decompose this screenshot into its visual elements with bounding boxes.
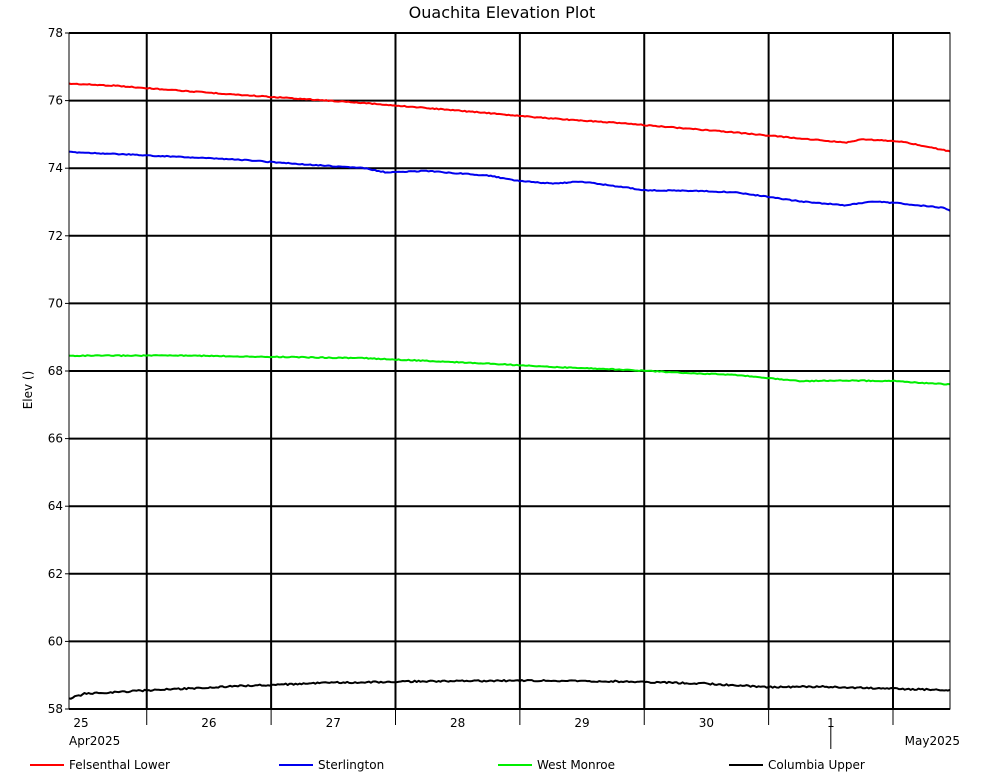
x-tick-label: 1 [827,716,835,730]
y-tick-label: 64 [48,499,63,513]
y-tick-label: 74 [48,161,63,175]
legend: Felsenthal Lower Sterlington West Monroe Co… [30,758,865,772]
x-tick-label: 30 [699,716,714,730]
legend-label: Sterlington [318,758,384,772]
legend-label: Columbia Upper [768,758,865,772]
y-tick-label: 66 [48,432,63,446]
y-axis-label: Elev () [21,371,35,410]
month-label: Apr2025 [69,734,120,748]
series-line-4 [68,679,951,700]
legend-label: Felsenthal Lower [69,758,170,772]
x-tick-label: 25 [73,716,88,730]
x-tick-label: 28 [450,716,465,730]
axis-layer: 58 60 62 64 66 68 70 72 74 76 78 25 26 27 28 29 30 1 Apr20… [48,26,960,749]
x-tick-label: 26 [201,716,216,730]
y-tick-label: 72 [48,229,63,243]
legend-label: West Monroe [537,758,615,772]
series-line-1 [68,82,951,153]
series-layer [68,82,951,700]
y-tick-label: 60 [48,634,63,648]
y-tick-label: 78 [48,26,63,40]
y-tick-label: 68 [48,364,63,378]
x-tick-label: 27 [326,716,341,730]
y-tick-label: 58 [48,702,63,716]
chart-title: Ouachita Elevation Plot [409,3,596,22]
y-tick-label: 76 [48,94,63,108]
month-label: May2025 [905,734,960,748]
series-line-2 [68,150,951,212]
y-tick-label: 70 [48,296,63,310]
series-line-3 [68,354,951,386]
x-tick-label: 29 [574,716,589,730]
y-tick-label: 62 [48,567,63,581]
